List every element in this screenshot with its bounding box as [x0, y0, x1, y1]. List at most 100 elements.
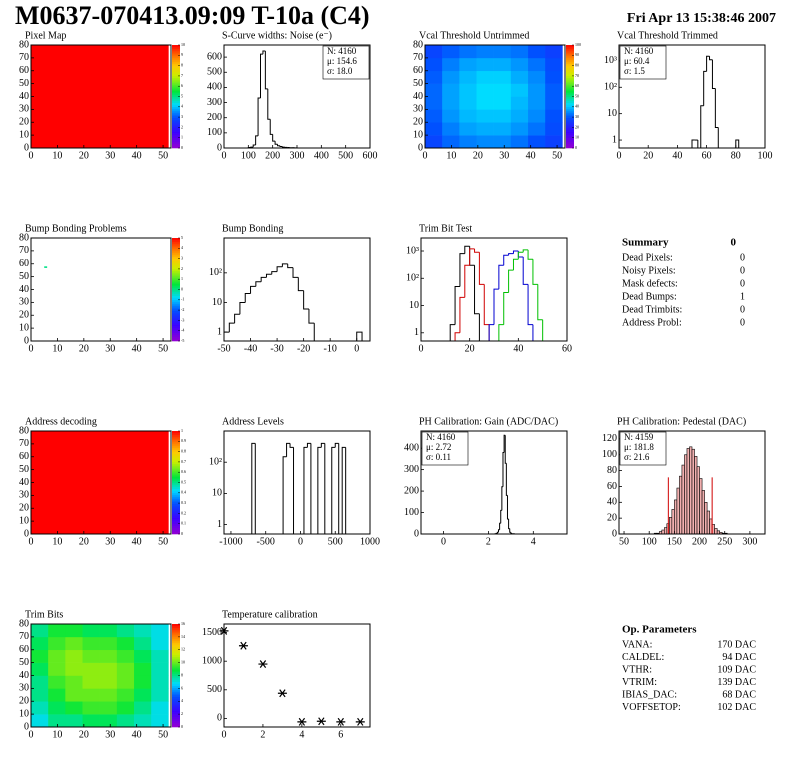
histogram-bin [509, 528, 511, 533]
histogram-bin [459, 296, 465, 333]
stats-entry: μ: 2.72 [426, 442, 451, 452]
heatmap-cell [44, 266, 48, 268]
colorbar-swatch [172, 648, 180, 652]
colorbar-swatch [172, 642, 180, 645]
colorbar-swatch [172, 238, 180, 241]
histogram-bin [699, 478, 703, 535]
y-tick-label: 70 [19, 438, 29, 449]
colorbar-swatch [172, 59, 180, 62]
heatmap-cell [48, 675, 66, 689]
panel-title: Temperature calibration [222, 609, 318, 620]
y-tick-label: 80 [19, 618, 29, 629]
x-tick-label: 4 [299, 729, 304, 740]
colorbar-swatch [172, 490, 180, 494]
colorbar-swatch [172, 240, 180, 243]
colorbar-swatch [172, 451, 180, 454]
y-tick-label: 40 [413, 91, 423, 102]
colorbar-tick-label: 0 [575, 145, 577, 150]
histogram-bin [512, 250, 519, 254]
colorbar-swatch [172, 297, 180, 301]
histogram-bin [711, 59, 716, 89]
colorbar-swatch [566, 133, 574, 136]
colorbar-swatch [172, 671, 180, 674]
stats-entry: N: 4160 [327, 46, 357, 56]
colorbar-swatch [172, 254, 180, 257]
x-tick-label: 60 [702, 150, 712, 161]
colorbar-swatch [172, 507, 180, 510]
histogram-bin [251, 442, 256, 534]
colorbar-swatch [172, 700, 180, 703]
histogram-bin [696, 466, 700, 535]
panel-title: Vcal Threshold Trimmed [617, 30, 718, 41]
stats-entry: μ: 181.8 [624, 442, 654, 452]
histogram-bin [522, 257, 529, 285]
colorbar-swatch [172, 129, 180, 132]
heatmap-cell [151, 624, 169, 638]
colorbar-swatch [172, 252, 180, 255]
colorbar-swatch [172, 71, 180, 75]
y-tick-label: 10³ [604, 55, 617, 66]
summary: Summary 0 [622, 237, 737, 249]
summary-label: Address Probl: [622, 317, 682, 328]
colorbar-swatch [172, 277, 180, 280]
heatmap-cell [493, 135, 512, 149]
colorbar-swatch [172, 525, 180, 529]
histogram-bin [499, 522, 501, 530]
colorbar-swatch [566, 86, 574, 89]
heatmap-cell [459, 70, 477, 84]
panel-title: Address decoding [25, 416, 97, 427]
colorbar-tick-label: 12 [181, 647, 185, 652]
heatmap-cell [31, 662, 49, 676]
stats-entry: σ: 21.6 [624, 452, 650, 462]
heatmap-cell [82, 714, 100, 728]
x-tick-label: 300 [290, 150, 305, 161]
colorbar-swatch [172, 275, 180, 278]
colorbar-swatch [172, 322, 180, 325]
colorbar-swatch [566, 88, 574, 91]
colorbar-swatch [172, 628, 180, 631]
colorbar-swatch [566, 110, 574, 114]
colorbar-swatch [172, 492, 180, 496]
histogram-bin [271, 271, 278, 275]
heatmap-cell [510, 57, 529, 72]
x-tick-label: 50 [158, 536, 168, 547]
colorbar-swatch [172, 433, 180, 436]
histogram-bin [317, 446, 322, 534]
colorbar-swatch [172, 636, 180, 639]
colorbar-swatch [172, 127, 180, 130]
heatmap-cell [476, 96, 494, 110]
panel-title: Trim Bit Test [419, 223, 472, 234]
colorbar-swatch [172, 73, 180, 77]
histogram-bin [506, 495, 509, 520]
y-tick-label: 40 [19, 670, 29, 681]
colorbar-swatch [172, 498, 180, 502]
y-tick-label: 100 [207, 127, 222, 138]
colorbar-swatch [172, 121, 180, 124]
y-tick-label: 1000 [202, 655, 222, 666]
y-tick-label: 80 [607, 465, 617, 476]
colorbar-swatch [172, 529, 180, 533]
x-tick-label: 60 [562, 343, 572, 354]
x-tick-label: -50 [217, 343, 230, 354]
colorbar-tick-label: 30 [575, 114, 579, 119]
op-parameter-label: CALDEL: [622, 652, 664, 663]
colorbar-tick-label: 0.4 [181, 490, 186, 495]
histogram-bin [674, 499, 678, 535]
summary-value: 0 [740, 304, 745, 315]
x-tick-label: -20 [297, 343, 310, 354]
x-tick-label: -40 [244, 343, 257, 354]
op-parameters: Op. Parameters [622, 624, 697, 636]
heatmap-cell [545, 57, 563, 72]
y-tick-label: 20 [19, 117, 29, 128]
x-tick-label: 200 [265, 150, 280, 161]
x-tick-label: -30 [270, 343, 283, 354]
x-tick-label: 40 [132, 150, 142, 161]
y-tick-label: 60 [19, 644, 29, 655]
colorbar-swatch [172, 669, 180, 672]
y-tick-label: 30 [413, 104, 423, 115]
y-tick-label: 50 [413, 78, 423, 89]
plot-frame [223, 623, 371, 728]
heatmap-cell [510, 83, 529, 97]
colorbar-swatch [172, 488, 180, 492]
